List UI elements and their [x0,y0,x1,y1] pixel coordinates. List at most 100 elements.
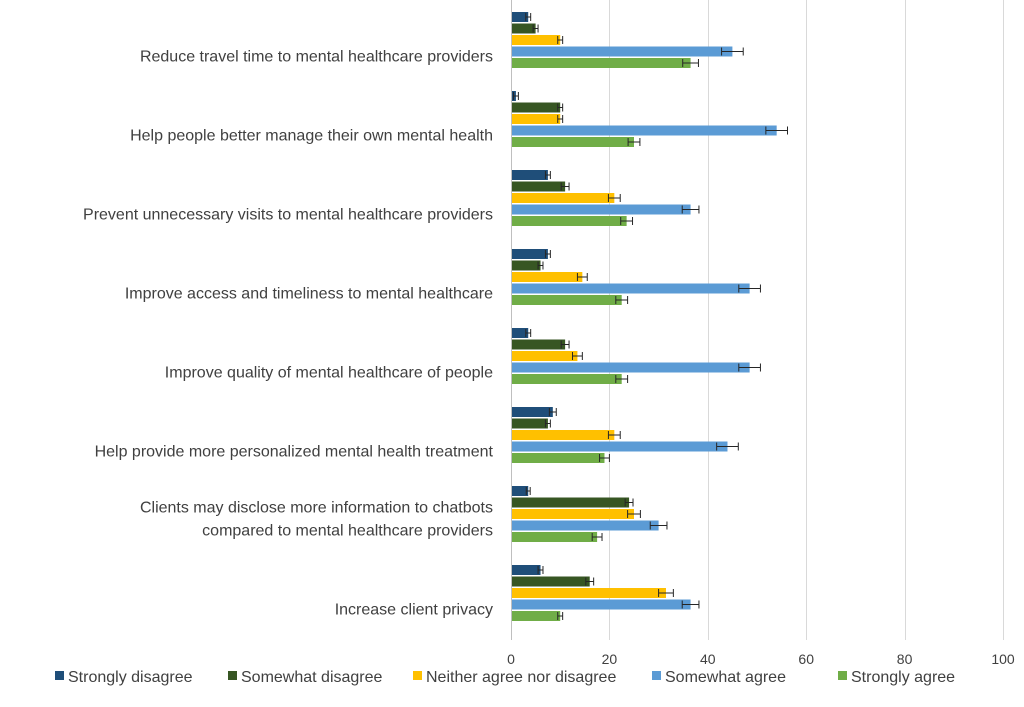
error-bar [576,273,588,281]
error-bar [627,510,641,518]
error-bar [721,47,744,56]
bar-neither-agree-nor-disagree [512,588,666,598]
bar-somewhat-disagree [512,102,561,113]
legend-label: Somewhat agree [665,669,786,686]
bar-neither-agree-nor-disagree [512,509,634,519]
error-bar [607,194,621,202]
error-bar [682,59,699,67]
bar-strongly-agree [512,532,598,542]
error-bar [607,431,621,439]
bar-somewhat-disagree [512,418,548,429]
bar-somewhat-disagree [512,497,630,508]
category-label: Prevent unnecessary visits to mental hea… [83,207,493,224]
error-bar [537,566,544,574]
bar-somewhat-agree [512,441,728,452]
category-label: Reduce travel time to mental healthcare … [140,49,493,66]
error-bar [591,533,603,541]
error-bar [658,589,674,597]
bar-neither-agree-nor-disagree [512,351,578,361]
legend-item: Somewhat agree [652,669,786,686]
error-bar [537,261,544,270]
error-bar [716,442,739,451]
x-tick-label: 60 [798,651,814,667]
bar-strongly-agree [512,58,691,68]
bar-somewhat-disagree [512,339,566,350]
bar-strongly-disagree [512,407,553,417]
legend-label: Strongly disagree [68,669,193,686]
x-tick-label: 0 [507,651,515,667]
error-bar [525,329,532,337]
x-tick-label: 40 [700,651,716,667]
error-bar [544,171,551,179]
category-label: Improve access and timeliness to mental … [125,286,493,303]
bar-strongly-agree [512,295,622,305]
error-bar [615,296,629,304]
error-bar [572,352,583,360]
bar-somewhat-disagree [512,181,566,192]
bar-strongly-disagree [512,328,529,338]
x-axis-tick-labels: 0 20 40 60 80 100 [507,651,1015,667]
legend-item: Strongly disagree [55,669,193,686]
legend-swatch [55,671,64,680]
bar-somewhat-agree [512,125,777,136]
error-bar [649,521,668,530]
legend-swatch [652,671,661,680]
error-bar [620,217,634,225]
bar-strongly-disagree [512,486,529,496]
error-bar [599,454,610,462]
x-tick-label: 100 [991,651,1015,667]
error-bar [512,92,519,100]
error-bar [560,182,570,191]
bar-neither-agree-nor-disagree [512,193,615,203]
error-bar [681,600,700,609]
error-bar [557,115,564,123]
legend-label: Strongly agree [851,669,955,686]
error-bar [560,340,570,349]
bar-strongly-disagree [512,170,548,180]
bar-strongly-agree [512,137,634,147]
legend-item: Somewhat disagree [228,669,383,686]
error-bar [557,103,564,112]
error-bar [585,577,595,586]
error-bar [738,284,761,293]
error-bar [738,363,761,372]
legend-swatch [838,671,847,680]
category-label: Help provide more personalized mental he… [95,444,494,461]
error-bar [557,612,564,620]
error-bar [532,24,539,33]
bar-strongly-agree [512,374,622,384]
bar-strongly-agree [512,216,627,226]
bar-neither-agree-nor-disagree [512,114,561,124]
error-bar [525,13,532,21]
category-label: compared to mental healthcare providers [202,523,493,540]
error-bar [681,205,700,214]
bar-strongly-agree [512,611,561,621]
error-bar [548,408,557,416]
legend-item: Neither agree nor disagree [413,669,616,686]
bar-somewhat-agree [512,283,750,294]
category-label: Increase client privacy [335,602,493,619]
bar-strongly-disagree [512,249,548,259]
bar-neither-agree-nor-disagree [512,272,583,282]
bar-somewhat-agree [512,520,659,531]
bar-somewhat-disagree [512,260,541,271]
error-bar [525,487,531,495]
bar-somewhat-disagree [512,576,590,587]
category-label: Clients may disclose more information to… [140,500,493,517]
legend-label: Neither agree nor disagree [426,669,616,686]
bar-strongly-disagree [512,565,541,575]
error-bar [765,126,789,135]
gridlines [511,0,1004,640]
error-bar [544,250,551,258]
category-labels: Reduce travel time to mental healthcare … [83,49,494,619]
category-label: Improve quality of mental healthcare of … [165,365,493,382]
error-bar [627,138,641,146]
error-bars [512,13,789,620]
category-label: Help people better manage their own ment… [130,128,493,145]
bar-somewhat-disagree [512,23,536,34]
legend-swatch [228,671,237,680]
legend-label: Somewhat disagree [241,669,383,686]
bar-somewhat-agree [512,599,691,610]
legend-item: Strongly agree [838,669,955,686]
